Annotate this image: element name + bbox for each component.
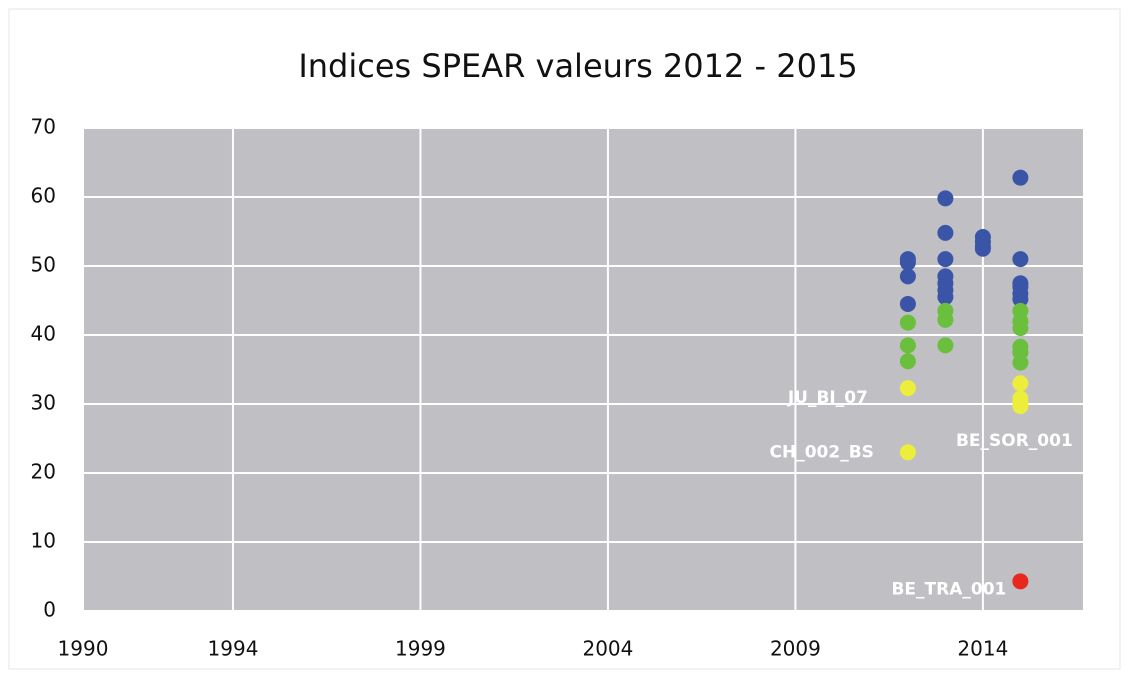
point	[899, 353, 916, 370]
annotation: JU_BI_07	[787, 388, 868, 408]
y-tick-label: 20	[31, 460, 56, 484]
plot-area	[83, 128, 1083, 611]
y-tick-label: 50	[31, 253, 56, 277]
point	[1012, 398, 1029, 415]
point	[937, 224, 954, 241]
x-tick-label: 2014	[957, 637, 1008, 661]
point	[974, 240, 991, 257]
point	[1012, 573, 1029, 590]
annotation: CH_002_BS	[770, 442, 874, 462]
point	[1012, 169, 1029, 186]
point	[937, 289, 954, 306]
point	[899, 380, 916, 397]
x-tick-label: 2004	[582, 637, 633, 661]
x-tick-label: 1999	[395, 637, 446, 661]
point	[937, 251, 954, 268]
x-tick-label: 1990	[58, 637, 109, 661]
chart-title: Indices SPEAR valeurs 2012 - 2015	[298, 47, 857, 85]
x-tick-label: 1994	[208, 637, 259, 661]
annotation: BE_SOR_001	[956, 431, 1073, 451]
point	[937, 311, 954, 328]
point	[1012, 291, 1029, 308]
y-tick-label: 30	[31, 391, 56, 415]
y-tick-label: 10	[31, 529, 56, 553]
point	[1012, 251, 1029, 268]
point	[937, 337, 954, 354]
point	[1012, 354, 1029, 371]
point	[899, 314, 916, 331]
y-tick-label: 60	[31, 184, 56, 208]
point	[899, 295, 916, 312]
x-tick-label: 2009	[770, 637, 821, 661]
point	[899, 254, 916, 271]
point	[899, 337, 916, 354]
point	[1012, 320, 1029, 337]
point	[937, 190, 954, 207]
y-tick-label: 70	[31, 115, 56, 139]
y-tick-label: 0	[43, 598, 56, 622]
point	[899, 268, 916, 285]
point	[899, 444, 916, 461]
annotation: BE_TRA_001	[891, 579, 1006, 599]
y-tick-label: 40	[31, 322, 56, 346]
point	[1012, 375, 1029, 392]
